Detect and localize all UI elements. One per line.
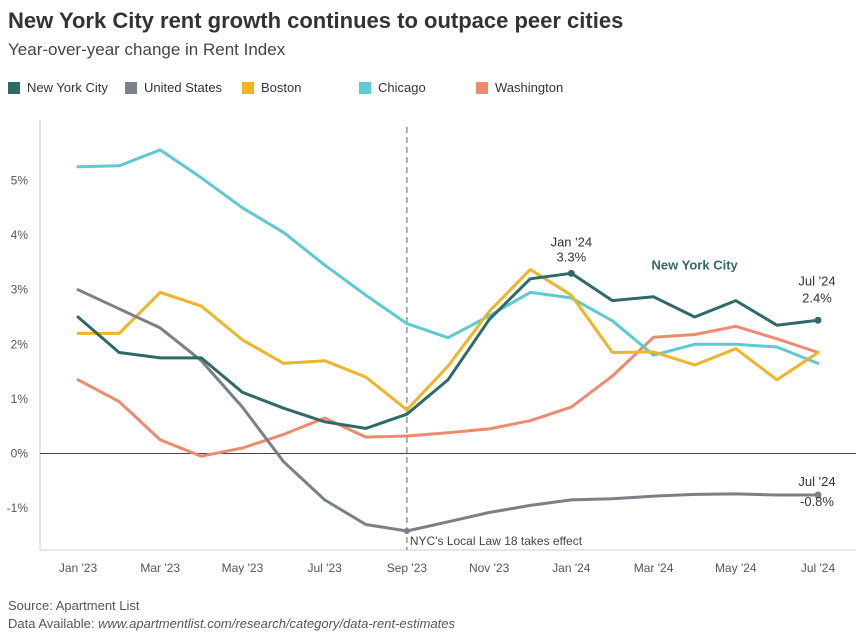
legend-item-washington: Washington [476,80,563,95]
point-nyc-jul24 [814,316,822,324]
policy-vline-label: NYC's Local Law 18 takes effect [410,534,583,548]
legend-swatch-washington [476,81,488,94]
legend-swatch-boston [242,81,254,94]
point-nyc-jan24 [567,269,575,277]
chart-subtitle: Year-over-year change in Rent Index [8,40,286,59]
x-tick-label: Mar '23 [140,561,180,575]
y-tick-label: 0% [11,447,29,461]
legend-item-nyc: New York City [8,80,108,95]
series-line-boston [76,268,820,412]
legend-swatch-us [125,81,137,94]
y-tick-label: 5% [11,174,29,188]
x-tick-label: Jul '24 [801,561,836,575]
data-availability-url[interactable]: www.apartmentlist.com/research/category/… [98,616,456,631]
x-tick-label: Jul '23 [308,561,343,575]
x-tick-label: May '24 [715,561,757,575]
chart-title: New York City rent growth continues to o… [8,8,624,33]
annotation-value-us-jul24: -0.8% [800,494,834,509]
x-tick-label: Jan '23 [59,561,98,575]
y-tick-label: 3% [11,283,29,297]
source-note: Source: Apartment List [8,598,140,613]
series-line-washington [76,324,820,458]
annotation-value-nyc-jul24: 2.4% [802,290,832,305]
annotation-date-us-jul24: Jul '24 [798,474,835,489]
annotation-date-nyc-jul24: Jul '24 [798,273,835,288]
y-tick-label: 4% [11,228,29,242]
annotation-value-nyc-jan24: 3.3% [557,249,587,264]
y-tick-label: 2% [11,337,29,351]
series-line-nyc [76,271,820,430]
legend-label-washington: Washington [495,80,564,95]
point-us-jul24 [814,491,822,499]
point-us-sep23 [403,528,410,535]
series-label-nyc: New York City [652,257,739,272]
legend: New York City United States Boston Chica… [8,80,608,100]
legend-item-boston: Boston [242,80,301,95]
annotation-date-nyc-jan24: Jan '24 [551,234,593,249]
data-availability-prefix: Data Available: [8,616,99,631]
data-availability-note: Data Available: www.apartmentlist.com/re… [8,616,455,631]
legend-item-us: United States [125,80,222,95]
series-line-us [76,288,820,533]
legend-swatch-chicago [359,81,371,94]
legend-label-chicago: Chicago [378,80,426,95]
y-tick-label: -1% [7,501,29,515]
y-tick-label: 1% [11,392,29,406]
legend-label-nyc: New York City [27,80,108,95]
legend-label-us: United States [144,80,223,95]
x-tick-label: May '23 [222,561,264,575]
legend-item-chicago: Chicago [359,80,426,95]
legend-swatch-nyc [8,81,20,94]
legend-label-boston: Boston [261,80,302,95]
x-tick-label: Mar '24 [634,561,674,575]
x-tick-label: Sep '23 [387,561,428,575]
x-tick-label: Jan '24 [552,561,591,575]
series-line-chicago [76,148,820,365]
x-tick-label: Nov '23 [469,561,510,575]
line-chart: -1% 0% 1% 2% 3% 4% 5% Jan '23 Mar '23 May '23 Jul … [7,120,856,575]
